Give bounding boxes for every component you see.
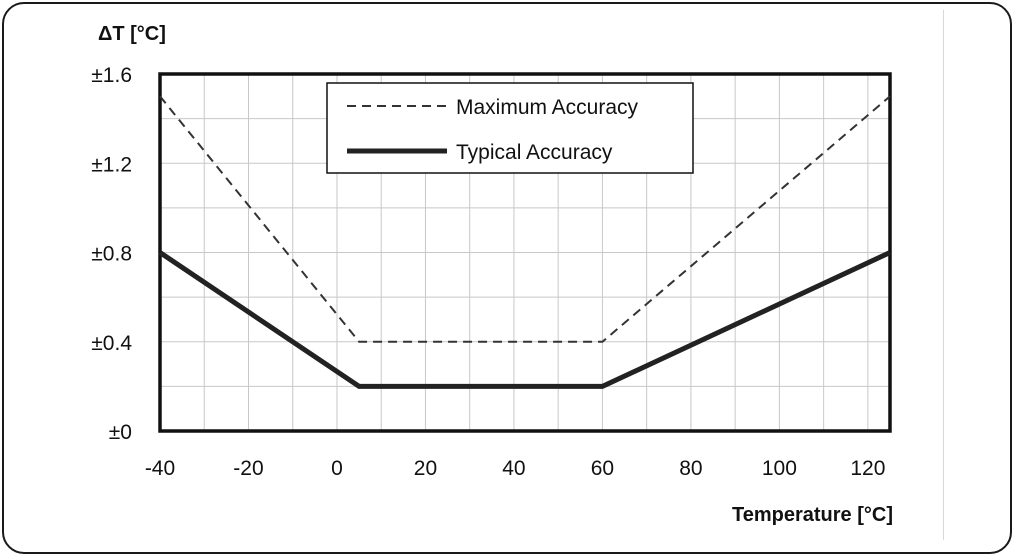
legend-label-typical: Typical Accuracy [456, 141, 613, 164]
series-lines [158, 95, 892, 389]
y-tick-label: ±0.8 [91, 243, 132, 266]
x-axis-title: Temperature [°C] [732, 504, 893, 526]
series-line-maximum [159, 95, 891, 343]
legend-label-max: Maximum Accuracy [456, 96, 639, 119]
divider-line [943, 10, 944, 540]
y-tick-label: ±0 [109, 421, 132, 444]
x-tick-label: 100 [762, 457, 797, 480]
x-tick-label: 60 [591, 457, 614, 480]
y-axis-title: ΔT [°C] [98, 23, 166, 45]
x-tick-label: 80 [679, 457, 702, 480]
legend: Maximum Accuracy Typical Accuracy [326, 82, 694, 174]
y-tick-label: ±1.2 [91, 153, 132, 176]
x-tick-label: -20 [233, 457, 263, 480]
x-tick-label: 40 [502, 457, 525, 480]
x-tick-label: 20 [414, 457, 437, 480]
x-tick-label: 0 [331, 457, 343, 480]
y-tick-label: ±1.6 [91, 64, 132, 87]
legend-box [326, 82, 694, 174]
x-tick-label: 120 [850, 457, 885, 480]
x-tick-label: -40 [145, 457, 175, 480]
series-line-typical [158, 250, 892, 389]
tick-labels: -40 -20 0 20 40 60 80 100 120 ±0 ±0.4 ±0.8 ±1.2 ±1.6 [91, 64, 885, 480]
y-tick-label: ±0.4 [91, 332, 132, 355]
